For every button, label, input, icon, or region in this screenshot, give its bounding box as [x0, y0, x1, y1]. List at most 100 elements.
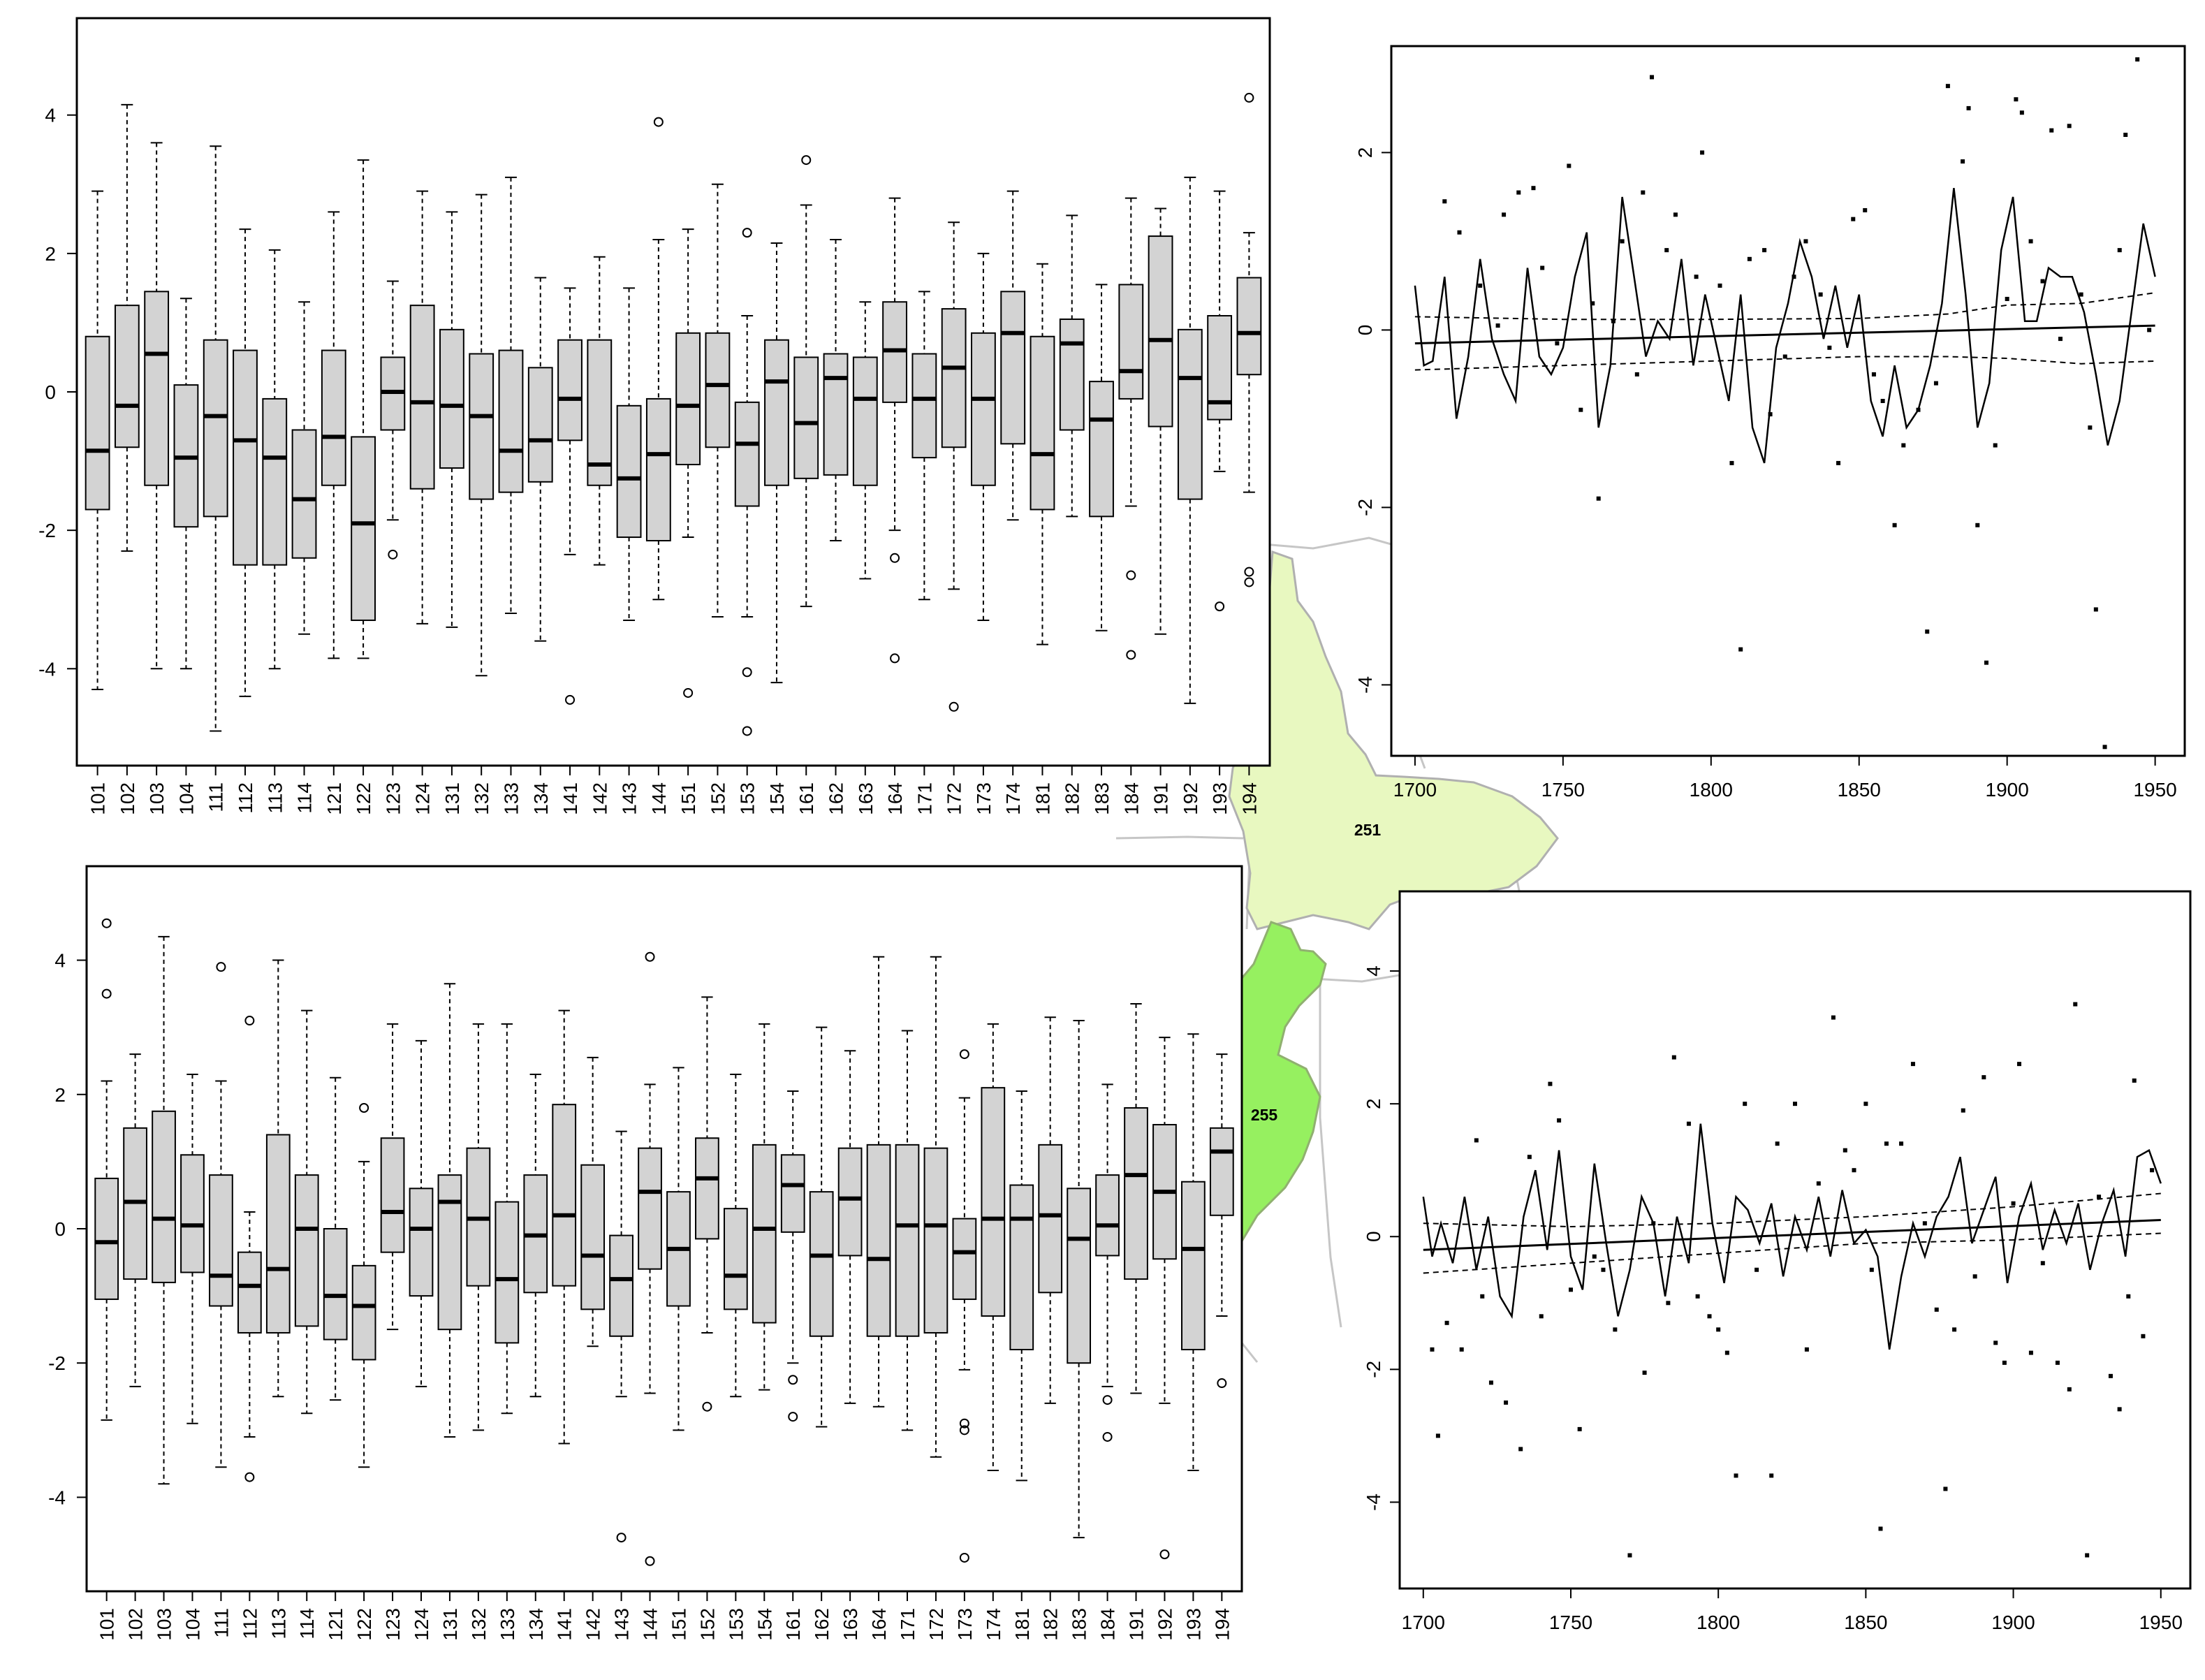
scatter-point	[1700, 150, 1705, 155]
box-192	[1152, 1037, 1177, 1560]
box-103	[144, 142, 170, 670]
iqr-box	[923, 1147, 948, 1334]
outlier-point	[1217, 1378, 1227, 1389]
box-194	[1236, 92, 1262, 587]
iqr-box	[780, 1154, 805, 1233]
timeseries-top-panel: 1700 1750 1800 1850 1900 1950 -4 -2 0 2	[1354, 45, 2186, 801]
scatter-point	[1650, 75, 1655, 80]
scatter-point	[1804, 1347, 1809, 1352]
scatter-point	[1827, 345, 1832, 350]
iqr-box	[1095, 1174, 1120, 1257]
iqr-box	[1118, 284, 1144, 400]
iqr-box	[552, 1104, 577, 1287]
iqr-box	[1148, 235, 1173, 428]
iqr-box	[291, 429, 317, 559]
box-123	[380, 280, 406, 560]
box-111	[209, 962, 233, 1468]
scatter-point	[1527, 1155, 1532, 1160]
outlier-point	[1244, 92, 1254, 103]
x-tick-label: 151	[677, 782, 699, 815]
scatter-point	[1488, 1380, 1493, 1385]
x-tick-label: 161	[796, 782, 817, 815]
outlier-point	[244, 1472, 255, 1482]
scatter-point	[2141, 1334, 2146, 1338]
box-173	[952, 1049, 977, 1563]
iqr-box	[351, 1264, 376, 1361]
scatter-point	[1504, 1400, 1509, 1405]
box-153	[723, 1073, 748, 1398]
outlier-point	[1244, 577, 1254, 587]
outlier-point	[959, 1049, 969, 1060]
iqr-box	[294, 1174, 319, 1327]
outlier-point	[959, 1418, 969, 1429]
x-tick-label: 153	[737, 782, 759, 815]
outlier-point	[1102, 1395, 1113, 1405]
outlier-point	[702, 1401, 712, 1412]
iqr-box	[675, 332, 701, 466]
iqr-box	[1181, 1181, 1206, 1350]
y-tick-label: 2	[1354, 147, 1376, 159]
x-tick-label: 142	[589, 782, 610, 815]
iqr-box	[580, 1164, 606, 1310]
box-134	[527, 277, 553, 642]
box-171	[895, 1030, 920, 1431]
outlier-point	[1126, 570, 1136, 580]
series-trend-line	[1423, 1219, 2161, 1251]
scatter-point	[1775, 1141, 1780, 1146]
x-tick-label: 102	[125, 1608, 147, 1641]
box-133	[495, 1023, 520, 1415]
x-tick-label: 163	[840, 1608, 861, 1641]
iqr-box	[823, 353, 849, 476]
scatter-point	[1540, 265, 1545, 270]
box-161	[793, 155, 819, 608]
outlier-point	[742, 667, 752, 678]
iqr-box	[609, 1234, 633, 1337]
scatter-point	[1836, 460, 1841, 465]
scatter-point	[2067, 124, 2072, 129]
x-tick-label: 162	[826, 782, 847, 815]
scatter-point	[1993, 443, 1998, 448]
scatter-point	[2093, 607, 2098, 612]
iqr-box	[1089, 381, 1114, 518]
outlier-point	[890, 653, 900, 664]
scatter-point	[2049, 128, 2054, 133]
x-tick-label: 111	[210, 1608, 232, 1638]
scatter-point	[1671, 1055, 1676, 1060]
scatter-point	[1459, 1347, 1464, 1352]
outlier-point	[645, 1556, 655, 1566]
box-184	[1118, 197, 1144, 660]
scatter-point	[2117, 248, 2122, 253]
scatter-point	[1922, 1221, 1927, 1226]
iqr-box	[809, 1191, 834, 1337]
scatter-point	[1694, 275, 1699, 279]
scatter-point	[1863, 207, 1868, 212]
scatter-point	[2117, 1407, 2122, 1412]
x-tick-label: 152	[696, 1608, 718, 1641]
box-144	[645, 117, 671, 601]
outlier-point	[788, 1412, 798, 1422]
iqr-box	[233, 349, 258, 566]
scatter-point	[1444, 1320, 1449, 1325]
outlier-point	[565, 694, 576, 705]
scatter-point	[2132, 1078, 2137, 1083]
box-174	[981, 1023, 1006, 1471]
box-183	[1089, 284, 1114, 631]
y-tick-label: -4	[1363, 1493, 1384, 1511]
scatter-point	[1442, 199, 1447, 204]
box-153	[734, 228, 760, 736]
scatter-point	[2073, 1002, 2078, 1007]
box-161	[780, 1090, 805, 1422]
iqr-box	[495, 1201, 520, 1344]
box-152	[705, 183, 731, 618]
iqr-box	[837, 1147, 863, 1257]
x-tick-label: 1900	[1986, 779, 2029, 801]
iqr-box	[94, 1177, 119, 1300]
scatter-point	[1664, 248, 1669, 253]
iqr-box	[265, 1134, 291, 1334]
outlier-point	[890, 553, 900, 563]
x-tick-label: 124	[412, 782, 434, 815]
y-tick-label: 0	[1363, 1231, 1384, 1242]
box-191	[1124, 1003, 1148, 1394]
scatter-point	[1961, 1108, 1965, 1113]
scatter-point	[1901, 443, 1906, 448]
